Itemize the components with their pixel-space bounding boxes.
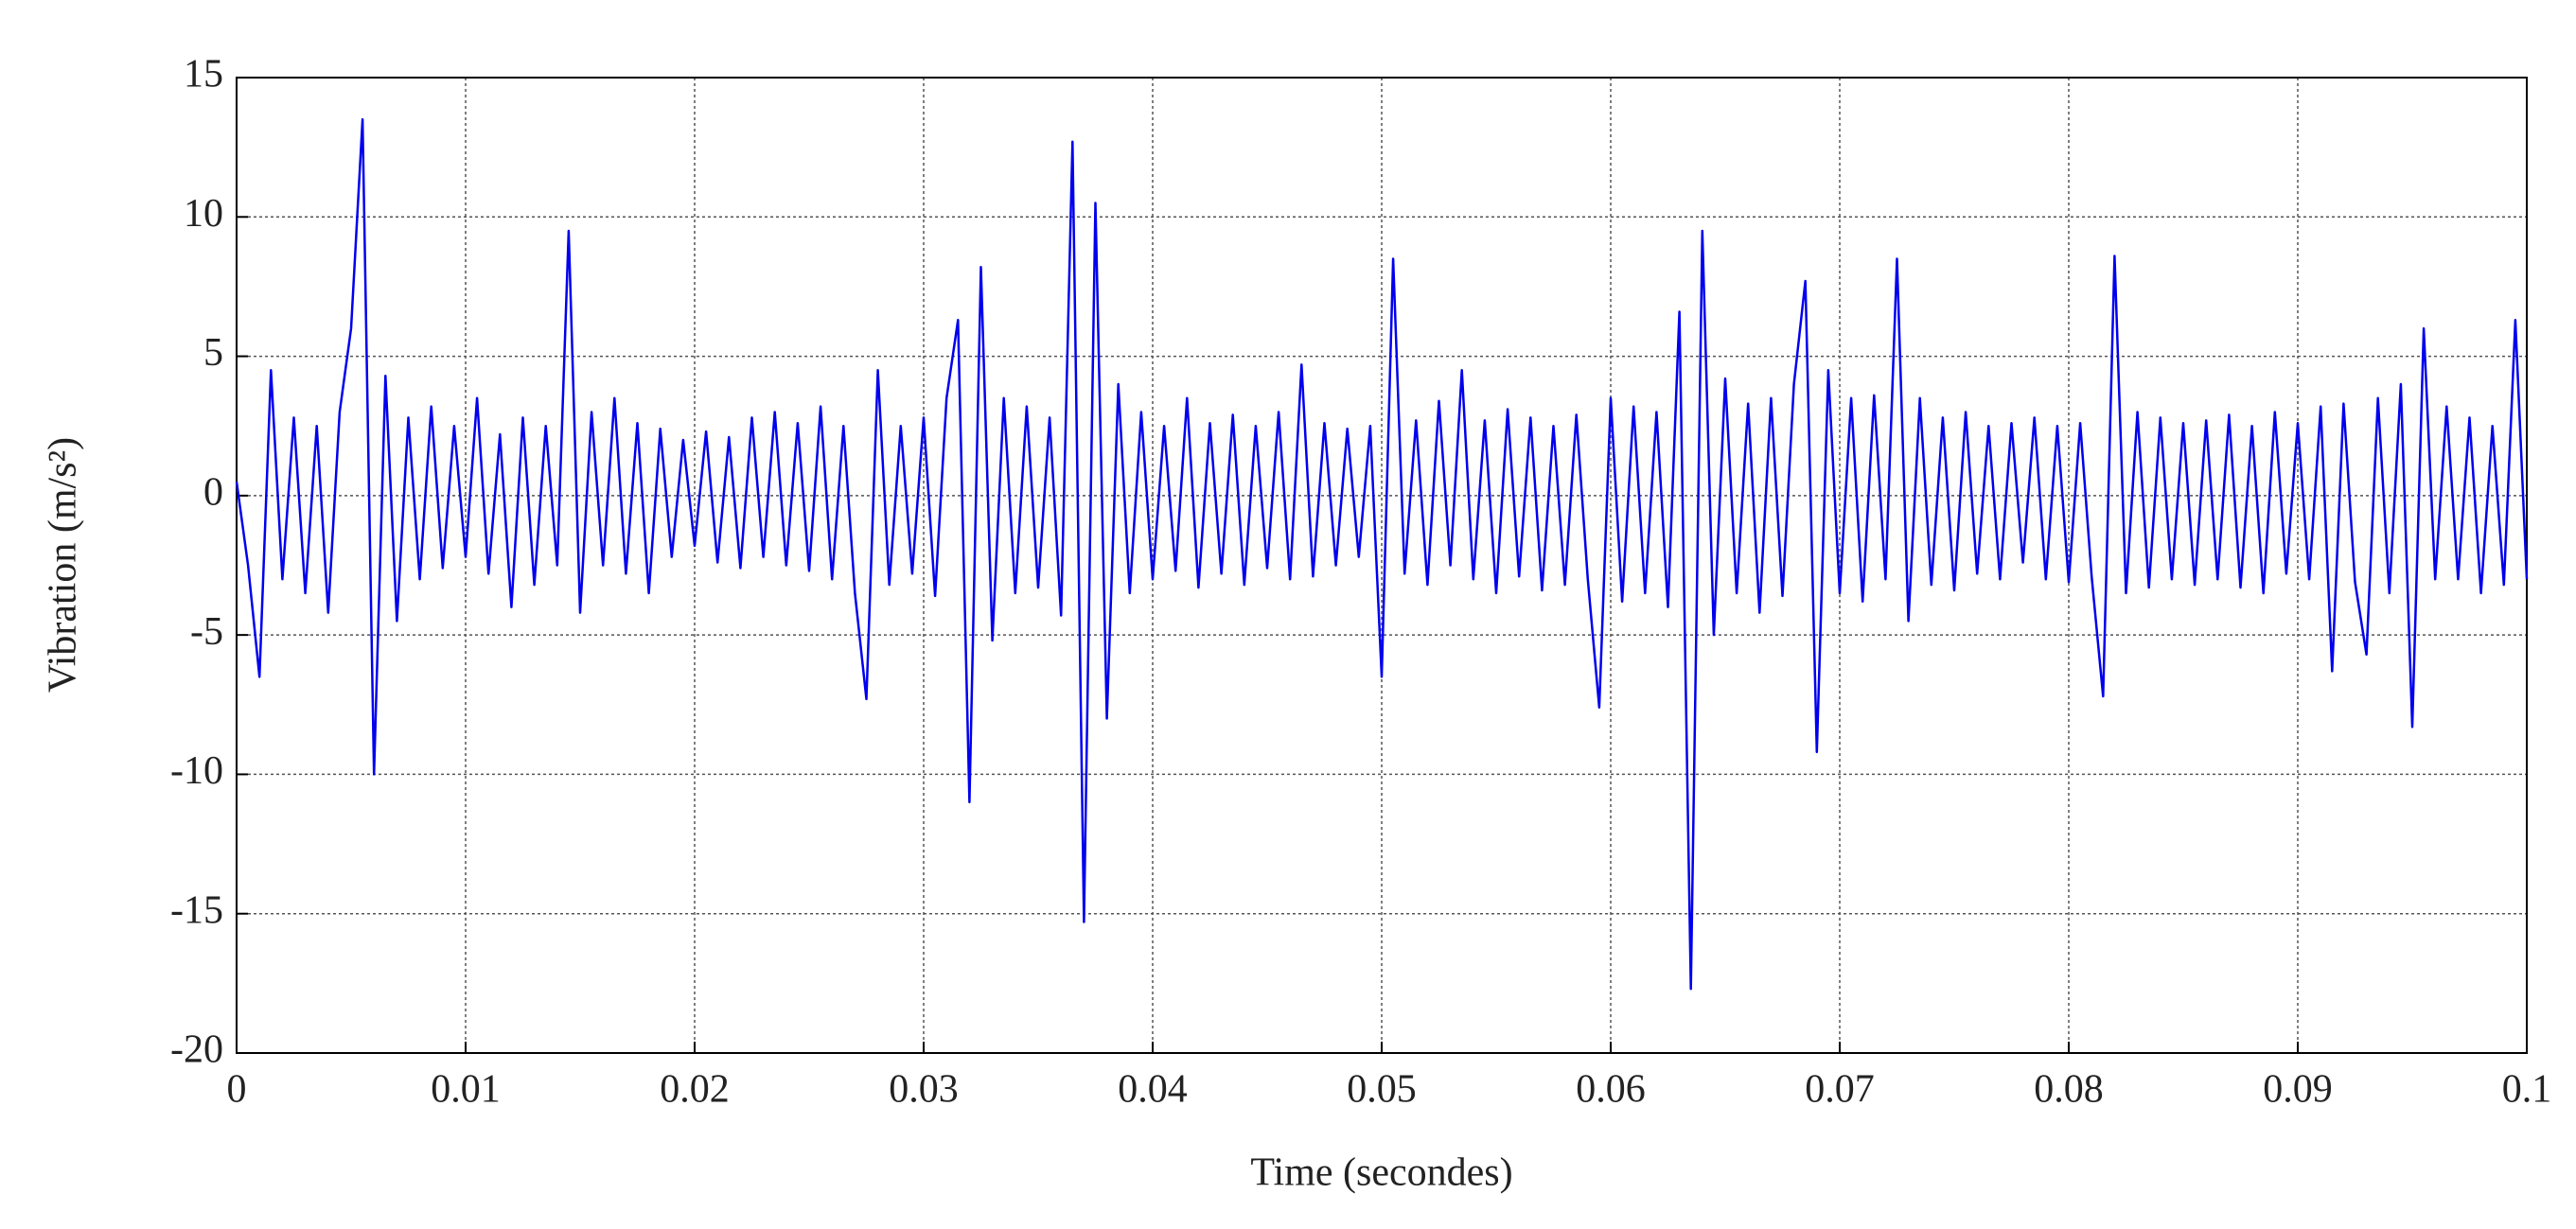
- x-tick-label: 0.08: [2034, 1068, 2104, 1112]
- y-tick-label: 5: [203, 331, 223, 375]
- y-tick-label: -5: [190, 610, 223, 654]
- y-tick-label: -20: [170, 1028, 223, 1072]
- x-tick-label: 0.02: [660, 1068, 730, 1112]
- y-tick-label: 15: [184, 53, 223, 97]
- x-tick-label: 0.1: [2502, 1068, 2552, 1112]
- x-tick-label: 0.01: [431, 1068, 501, 1112]
- x-tick-label: 0.05: [1347, 1068, 1417, 1112]
- y-tick-label: 10: [184, 192, 223, 236]
- y-tick-label: -10: [170, 749, 223, 793]
- x-tick-label: 0.09: [2263, 1068, 2333, 1112]
- y-tick-label: 0: [203, 470, 223, 514]
- x-tick-label: 0.07: [1805, 1068, 1875, 1112]
- x-axis-label: Time (secondes): [1250, 1151, 1512, 1195]
- y-tick-label: -15: [170, 888, 223, 932]
- signal-line: [235, 117, 2529, 991]
- x-tick-label: 0.03: [889, 1068, 959, 1112]
- x-tick-label: 0: [227, 1068, 247, 1112]
- x-tick-label: 0.04: [1118, 1068, 1188, 1112]
- x-tick-label: 0.06: [1576, 1068, 1646, 1112]
- y-axis-label: Vibration (m/s²): [42, 437, 85, 693]
